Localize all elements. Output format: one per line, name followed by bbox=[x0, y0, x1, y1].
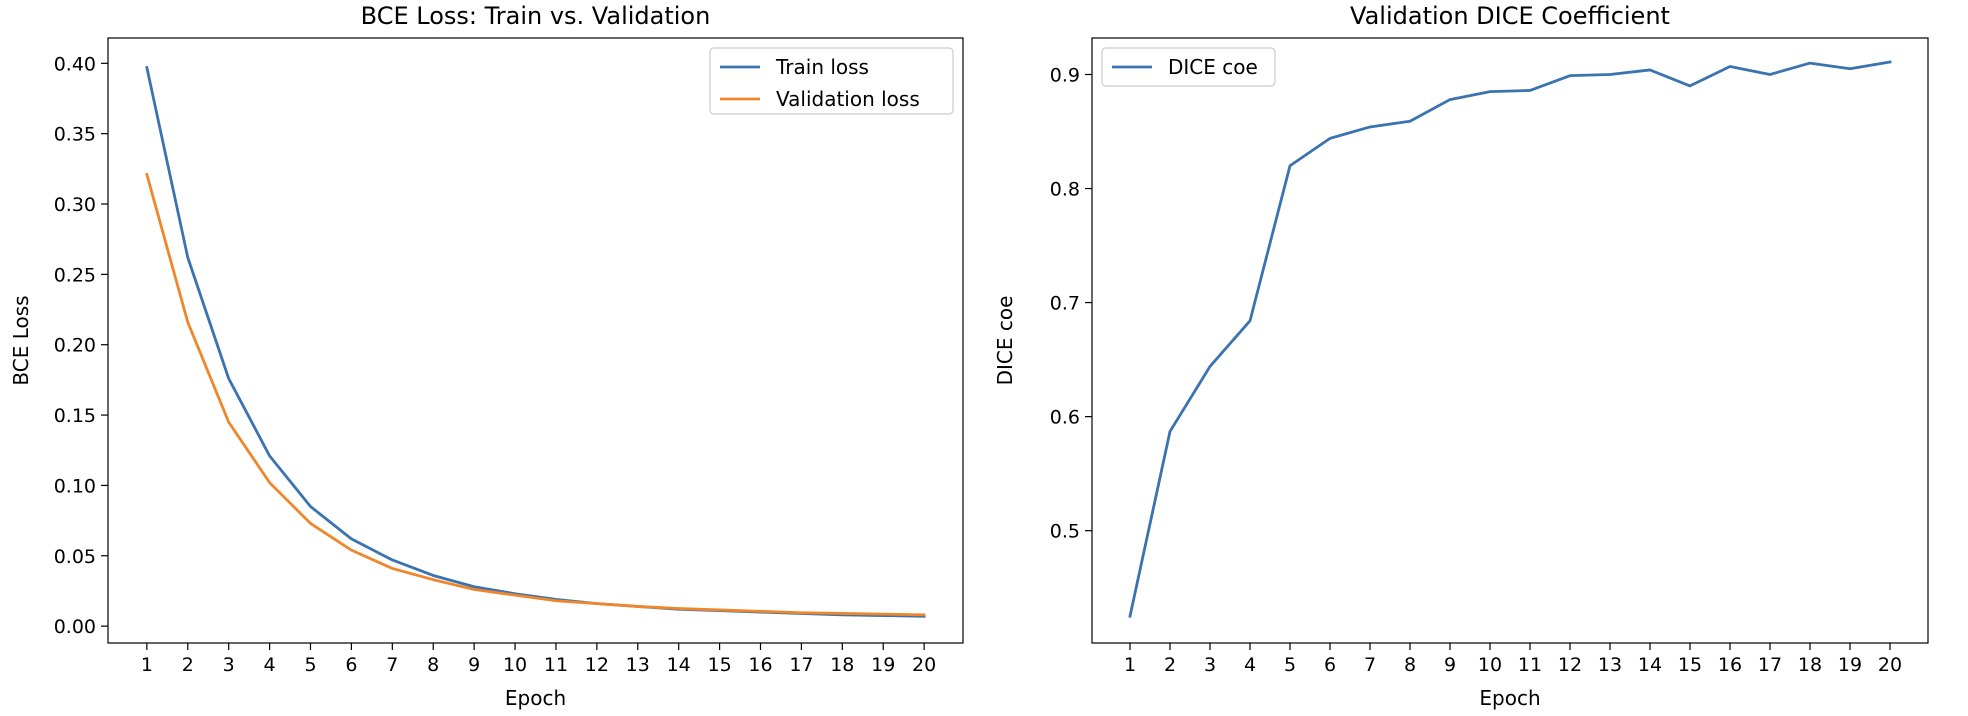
x-tick-label: 7 bbox=[1364, 654, 1376, 676]
y-tick-label: 0.25 bbox=[54, 264, 96, 286]
x-tick-label: 6 bbox=[1324, 654, 1336, 676]
x-axis-label: Epoch bbox=[505, 686, 566, 710]
y-tick-label: 0.10 bbox=[54, 475, 96, 497]
x-tick-label: 9 bbox=[468, 654, 480, 676]
chart-title: Validation DICE Coefficient bbox=[1350, 2, 1670, 30]
x-tick-label: 10 bbox=[503, 654, 527, 676]
x-tick-label: 14 bbox=[1638, 654, 1662, 676]
x-tick-label: 18 bbox=[1798, 654, 1822, 676]
legend-label: DICE coe bbox=[1168, 55, 1258, 79]
x-tick-label: 11 bbox=[544, 654, 568, 676]
x-tick-label: 19 bbox=[871, 654, 895, 676]
x-tick-label: 9 bbox=[1444, 654, 1456, 676]
x-tick-label: 4 bbox=[264, 654, 276, 676]
x-tick-label: 17 bbox=[789, 654, 813, 676]
x-tick-label: 6 bbox=[345, 654, 357, 676]
x-tick-label: 8 bbox=[1404, 654, 1416, 676]
x-tick-label: 2 bbox=[1164, 654, 1176, 676]
y-tick-label: 0.7 bbox=[1050, 293, 1080, 315]
x-tick-label: 2 bbox=[182, 654, 194, 676]
x-tick-label: 3 bbox=[1204, 654, 1216, 676]
y-tick-label: 0.6 bbox=[1050, 407, 1080, 429]
plot-frame bbox=[1091, 37, 1929, 644]
series-line-1 bbox=[145, 65, 926, 618]
y-tick-label: 0.15 bbox=[54, 405, 96, 427]
x-tick-label: 20 bbox=[912, 654, 936, 676]
legend: DICE coe bbox=[1101, 47, 1276, 87]
x-tick-label: 1 bbox=[141, 654, 153, 676]
y-axis-label: BCE Loss bbox=[9, 295, 33, 385]
plot-frame bbox=[107, 37, 964, 644]
x-tick-label: 20 bbox=[1878, 654, 1902, 676]
y-tick-label: 0.40 bbox=[54, 53, 96, 75]
series-line-1 bbox=[1128, 60, 1892, 618]
x-tick-label: 15 bbox=[1678, 654, 1702, 676]
x-axis-label: Epoch bbox=[1479, 686, 1540, 710]
x-tick-label: 3 bbox=[223, 654, 235, 676]
y-tick-label: 0.5 bbox=[1050, 521, 1080, 543]
x-tick-label: 10 bbox=[1478, 654, 1502, 676]
y-tick-label: 0.05 bbox=[54, 546, 96, 568]
x-tick-label: 15 bbox=[707, 654, 731, 676]
legend: Train loss Validation loss bbox=[709, 47, 954, 115]
chart-title: BCE Loss: Train vs. Validation bbox=[361, 2, 711, 30]
x-tick-label: 8 bbox=[427, 654, 439, 676]
x-tick-label: 11 bbox=[1518, 654, 1542, 676]
y-tick-label: 0.20 bbox=[54, 335, 96, 357]
y-axis-label: DICE coe bbox=[993, 296, 1017, 386]
legend-label: Validation loss bbox=[776, 87, 920, 111]
x-tick-label: 16 bbox=[748, 654, 772, 676]
x-tick-label: 18 bbox=[830, 654, 854, 676]
x-tick-label: 13 bbox=[626, 654, 650, 676]
legend-box bbox=[1101, 47, 1276, 87]
y-tick-label: 0.30 bbox=[54, 194, 96, 216]
y-tick-label: 0.9 bbox=[1050, 64, 1080, 86]
x-tick-label: 1 bbox=[1124, 654, 1136, 676]
y-tick-label: 0.35 bbox=[54, 124, 96, 146]
series-line-2 bbox=[145, 172, 926, 617]
x-tick-label: 4 bbox=[1244, 654, 1256, 676]
x-tick-label: 12 bbox=[1558, 654, 1582, 676]
x-tick-label: 14 bbox=[667, 654, 691, 676]
x-tick-label: 12 bbox=[585, 654, 609, 676]
legend-label: Train loss bbox=[775, 55, 869, 79]
x-tick-label: 17 bbox=[1758, 654, 1782, 676]
y-tick-label: 0.00 bbox=[54, 616, 96, 638]
x-tick-label: 13 bbox=[1598, 654, 1622, 676]
x-tick-label: 16 bbox=[1718, 654, 1742, 676]
legend-box bbox=[709, 47, 954, 115]
x-tick-label: 5 bbox=[304, 654, 316, 676]
x-tick-label: 7 bbox=[386, 654, 398, 676]
x-tick-label: 19 bbox=[1838, 654, 1862, 676]
x-tick-label: 5 bbox=[1284, 654, 1296, 676]
y-tick-label: 0.8 bbox=[1050, 179, 1080, 201]
